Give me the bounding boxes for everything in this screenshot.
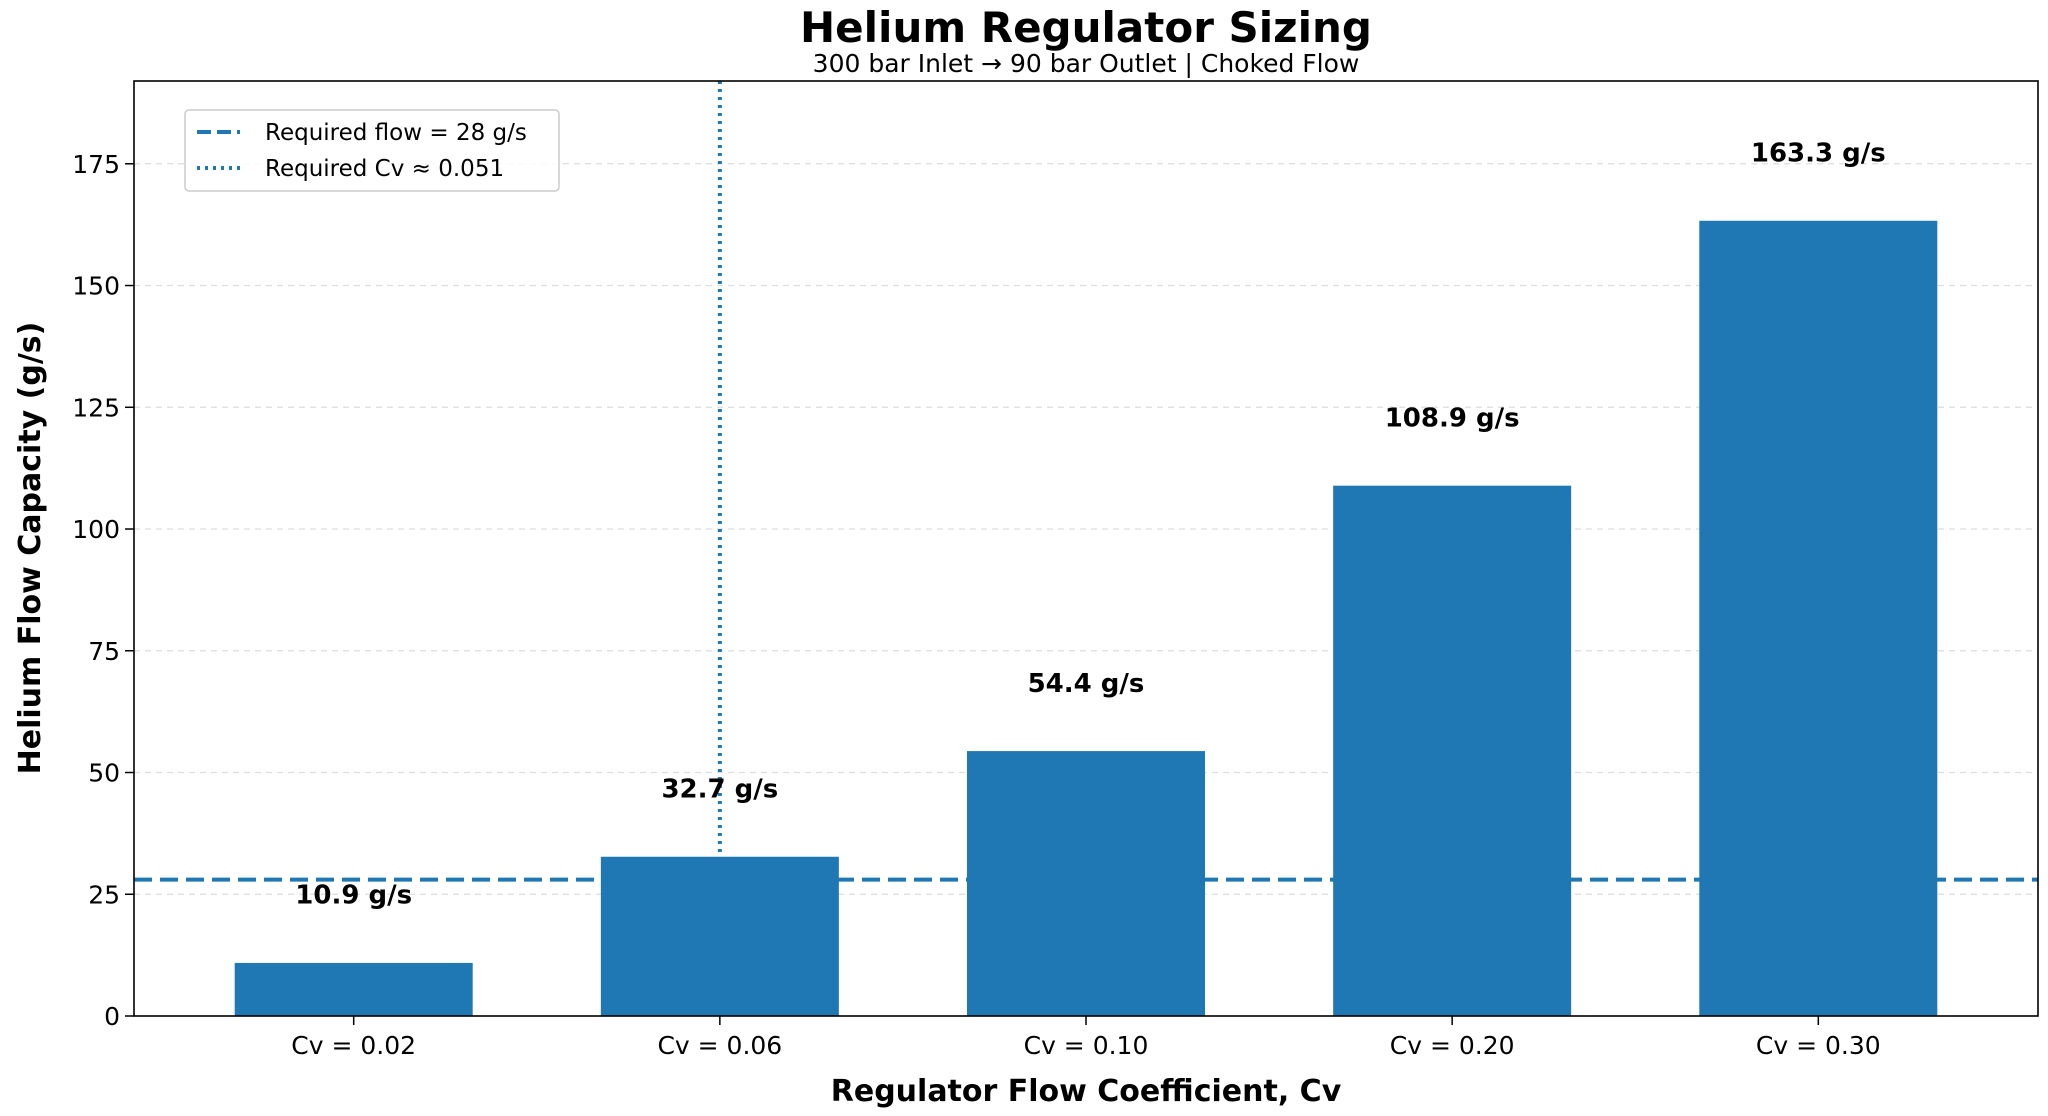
bar-data-label: 163.3 g/s — [1751, 139, 1886, 169]
y-tick-label: 50 — [88, 759, 120, 788]
x-tick-label: Cv = 0.20 — [1390, 1031, 1515, 1060]
x-tick-label: Cv = 0.30 — [1756, 1031, 1881, 1060]
legend-entry-required-flow: Required flow = 28 g/s — [265, 120, 527, 146]
chart-title: Helium Regulator Sizing — [800, 3, 1372, 52]
y-tick-label: 100 — [72, 515, 120, 544]
data-labels: 10.9 g/s 32.7 g/s 54.4 g/s 108.9 g/s 163.3 g… — [295, 139, 1885, 911]
bar — [1333, 485, 1572, 1016]
y-tick-label: 150 — [72, 272, 120, 301]
bars — [234, 220, 1938, 1017]
y-tick-label: 175 — [72, 150, 120, 179]
bar — [234, 962, 473, 1016]
reference-lines — [134, 81, 2038, 882]
bar — [600, 856, 839, 1016]
bar — [967, 751, 1205, 1016]
x-tick-label: Cv = 0.10 — [1024, 1031, 1149, 1060]
bar-data-label: 54.4 g/s — [1028, 669, 1145, 699]
y-tick-label: 125 — [72, 393, 120, 422]
legend: Required flow = 28 g/s Required Cv ≈ 0.0… — [184, 109, 560, 192]
y-tick-label: 0 — [104, 1002, 120, 1031]
x-axis-label: Regulator Flow Coefficient, Cv — [831, 1074, 1342, 1109]
y-tick-label: 25 — [88, 880, 120, 909]
bar-data-label: 32.7 g/s — [661, 775, 778, 805]
chart-subtitle: 300 bar Inlet → 90 bar Outlet | Choked F… — [813, 49, 1360, 78]
bar-data-label: 10.9 g/s — [295, 881, 412, 911]
x-axis-ticks: Cv = 0.02 Cv = 0.06 Cv = 0.10 Cv = 0.20 Cv =… — [291, 1016, 1881, 1060]
bar-data-label: 108.9 g/s — [1385, 404, 1520, 434]
legend-entry-required-cv: Required Cv ≈ 0.051 — [265, 156, 504, 182]
legend-box — [184, 109, 560, 192]
y-axis-ticks: 0 25 50 75 100 125 150 175 — [72, 150, 134, 1031]
y-axis-label: Helium Flow Capacity (g/s) — [13, 322, 48, 775]
y-tick-label: 75 — [88, 637, 120, 666]
bar — [1699, 220, 1938, 1017]
x-tick-label: Cv = 0.06 — [657, 1031, 782, 1060]
x-tick-label: Cv = 0.02 — [291, 1031, 416, 1060]
